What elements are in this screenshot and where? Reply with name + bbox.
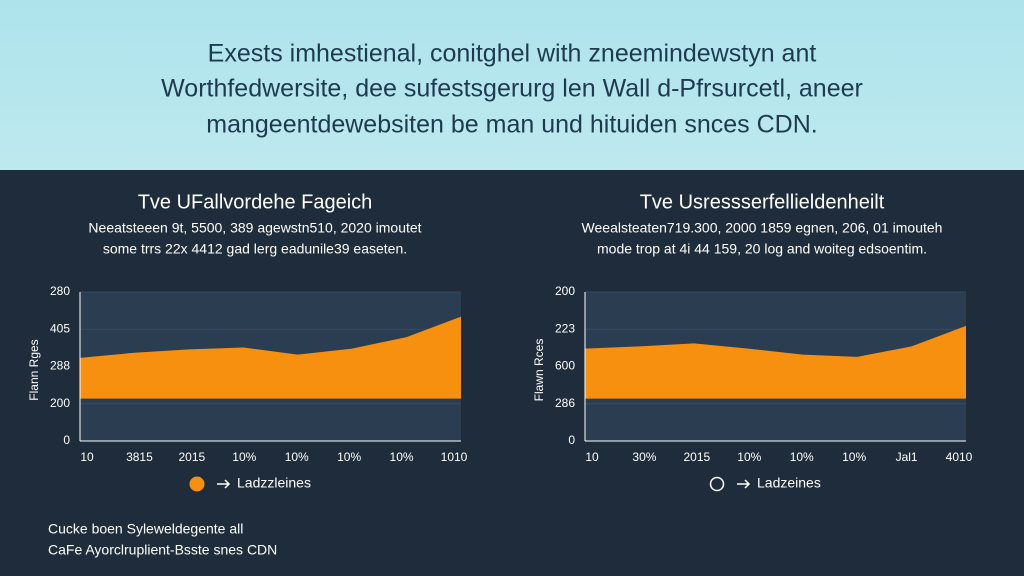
x-tick-label: 3815: [126, 450, 153, 464]
legend-label: Ladzzleines: [237, 475, 311, 491]
y-tick-label: 280: [50, 284, 70, 298]
x-tick-label: 1010: [441, 450, 468, 464]
x-tick-label: 2015: [684, 450, 711, 464]
x-tick-label: 10: [585, 450, 599, 464]
x-tick-label: Jal1: [896, 450, 918, 464]
legend-arrow: [217, 479, 231, 489]
chart-title: Tve Usressserfellieldenheilt: [640, 191, 885, 213]
x-tick-label: 30%: [632, 450, 656, 464]
y-tick-label: 288: [50, 359, 70, 373]
y-axis-label: Flann Rges: [27, 339, 41, 400]
legend-arrow: [737, 479, 751, 489]
y-tick-label: 600: [555, 359, 575, 373]
legend-label: Ladzeines: [757, 475, 821, 491]
x-tick-label: 10%: [337, 450, 361, 464]
footer-line: Cucke boen Syleweldegente all: [48, 521, 243, 537]
chart-subtitle: mode trop at 4i 44 159, 20 log and woite…: [597, 241, 927, 257]
y-tick-label: 200: [50, 396, 70, 410]
chart-title: Tve UFallvordehe Fageich: [138, 191, 373, 213]
footer-line: CaFe Ayorclruplient-Bsste snes CDN: [48, 542, 277, 558]
header-line: mangeentdewebsiten be man und hituiden s…: [206, 111, 818, 139]
chart-subtitle: some trrs 22x 4412 gad lerg eadunile39 e…: [103, 241, 407, 257]
y-tick-label: 0: [568, 433, 575, 447]
legend-marker: [709, 476, 725, 492]
x-tick-label: 10: [80, 450, 94, 464]
y-tick-label: 223: [555, 321, 575, 335]
x-tick-label: 10%: [790, 450, 814, 464]
y-tick-label: 286: [555, 396, 575, 410]
x-tick-label: 10%: [285, 450, 309, 464]
x-tick-label: 10%: [232, 450, 256, 464]
y-tick-label: 0: [63, 433, 70, 447]
x-tick-label: 4010: [946, 450, 973, 464]
chart-subtitle: Weealsteaten719.300, 2000 1859 egnen, 20…: [582, 220, 943, 236]
y-tick-label: 200: [555, 284, 575, 298]
header-line: Worthfedwersite, dee sufestsgerurg len W…: [161, 75, 863, 103]
x-tick-label: 2015: [179, 450, 206, 464]
header-band: [0, 0, 1024, 170]
x-tick-label: 10%: [842, 450, 866, 464]
area: [585, 325, 966, 399]
y-tick-label: 405: [50, 321, 70, 335]
chart-subtitle: Neeatsteeen 9t, 5500, 389 agewstn510, 20…: [88, 220, 421, 236]
x-tick-label: 10%: [390, 450, 414, 464]
legend-marker: [189, 476, 205, 492]
x-tick-label: 10%: [737, 450, 761, 464]
y-axis-label: Flawn Rces: [532, 339, 546, 402]
area: [80, 316, 461, 399]
header-line: Exests imhestienal, conitghel with zneem…: [208, 40, 817, 68]
